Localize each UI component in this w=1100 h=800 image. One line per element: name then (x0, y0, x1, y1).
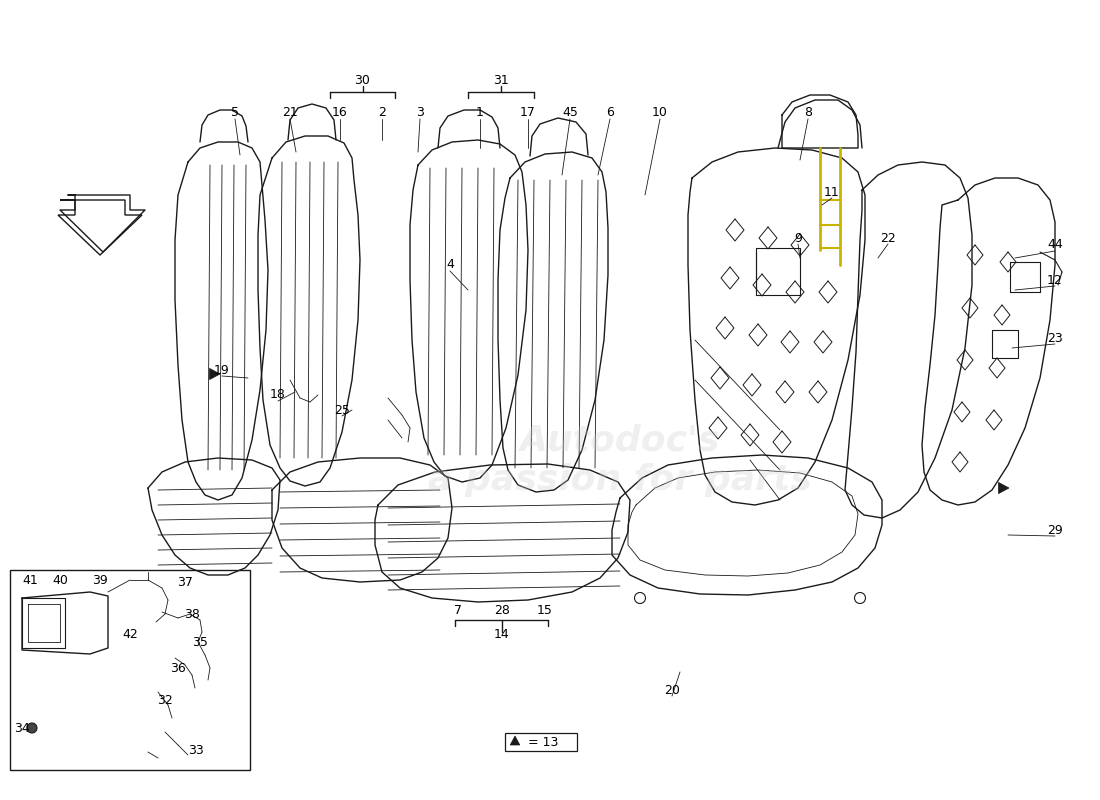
Text: 30: 30 (354, 74, 370, 86)
Text: Autodoc's
a passion for parts: Autodoc's a passion for parts (428, 423, 812, 497)
Text: 40: 40 (52, 574, 68, 586)
Text: 18: 18 (271, 389, 286, 402)
Polygon shape (209, 368, 220, 380)
Text: 4: 4 (447, 258, 454, 271)
Polygon shape (999, 482, 1009, 494)
Text: = 13: = 13 (528, 735, 558, 749)
Text: 20: 20 (664, 683, 680, 697)
Text: 34: 34 (14, 722, 30, 734)
Text: 22: 22 (880, 231, 895, 245)
Text: 38: 38 (184, 609, 200, 622)
Text: 41: 41 (22, 574, 37, 586)
Text: 6: 6 (606, 106, 614, 118)
Circle shape (28, 723, 37, 733)
Text: 7: 7 (454, 603, 462, 617)
Text: 17: 17 (520, 106, 536, 118)
Text: 25: 25 (334, 403, 350, 417)
Text: 31: 31 (493, 74, 509, 86)
Text: 45: 45 (562, 106, 578, 118)
Text: 21: 21 (282, 106, 298, 118)
Text: 9: 9 (794, 231, 802, 245)
Text: 5: 5 (231, 106, 239, 118)
Text: 14: 14 (494, 627, 510, 641)
Text: 11: 11 (824, 186, 840, 198)
Text: 16: 16 (332, 106, 348, 118)
Text: 1: 1 (476, 106, 484, 118)
Text: 37: 37 (177, 577, 192, 590)
Text: 12: 12 (1047, 274, 1063, 286)
Text: 10: 10 (652, 106, 668, 118)
Text: 23: 23 (1047, 331, 1063, 345)
Text: 36: 36 (170, 662, 186, 674)
Text: 2: 2 (378, 106, 386, 118)
Text: 15: 15 (537, 603, 553, 617)
Text: 19: 19 (214, 363, 230, 377)
Text: 3: 3 (416, 106, 424, 118)
Text: 29: 29 (1047, 523, 1063, 537)
Text: 28: 28 (494, 603, 510, 617)
Text: 39: 39 (92, 574, 108, 586)
Text: 8: 8 (804, 106, 812, 118)
Text: 35: 35 (192, 635, 208, 649)
Text: 32: 32 (157, 694, 173, 706)
Text: 33: 33 (188, 743, 204, 757)
Polygon shape (510, 736, 520, 745)
Text: 44: 44 (1047, 238, 1063, 251)
Text: 42: 42 (122, 629, 138, 642)
